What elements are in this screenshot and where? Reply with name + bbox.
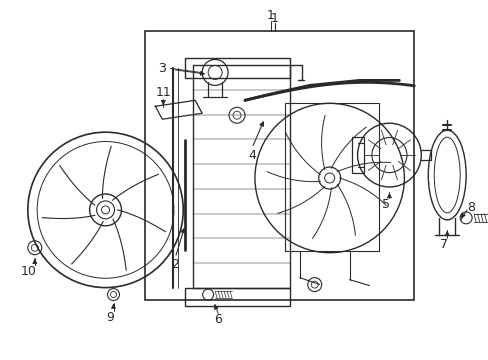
Text: 10: 10 <box>21 265 37 278</box>
Text: 4: 4 <box>247 149 255 162</box>
Bar <box>193 66 289 288</box>
Text: 8: 8 <box>466 201 474 215</box>
Text: 11: 11 <box>155 86 171 99</box>
Text: 3: 3 <box>158 62 166 75</box>
Bar <box>285 103 379 251</box>
Bar <box>145 31 413 300</box>
Bar <box>351 137 363 173</box>
Text: 9: 9 <box>106 311 114 324</box>
Text: 1: 1 <box>266 9 274 22</box>
Text: 7: 7 <box>439 238 447 251</box>
Bar <box>185 288 289 306</box>
Text: 6: 6 <box>214 313 222 326</box>
Text: 1: 1 <box>270 12 278 25</box>
Bar <box>185 58 289 78</box>
Text: 2: 2 <box>171 258 179 271</box>
Text: 5: 5 <box>382 198 389 211</box>
Circle shape <box>89 194 121 226</box>
